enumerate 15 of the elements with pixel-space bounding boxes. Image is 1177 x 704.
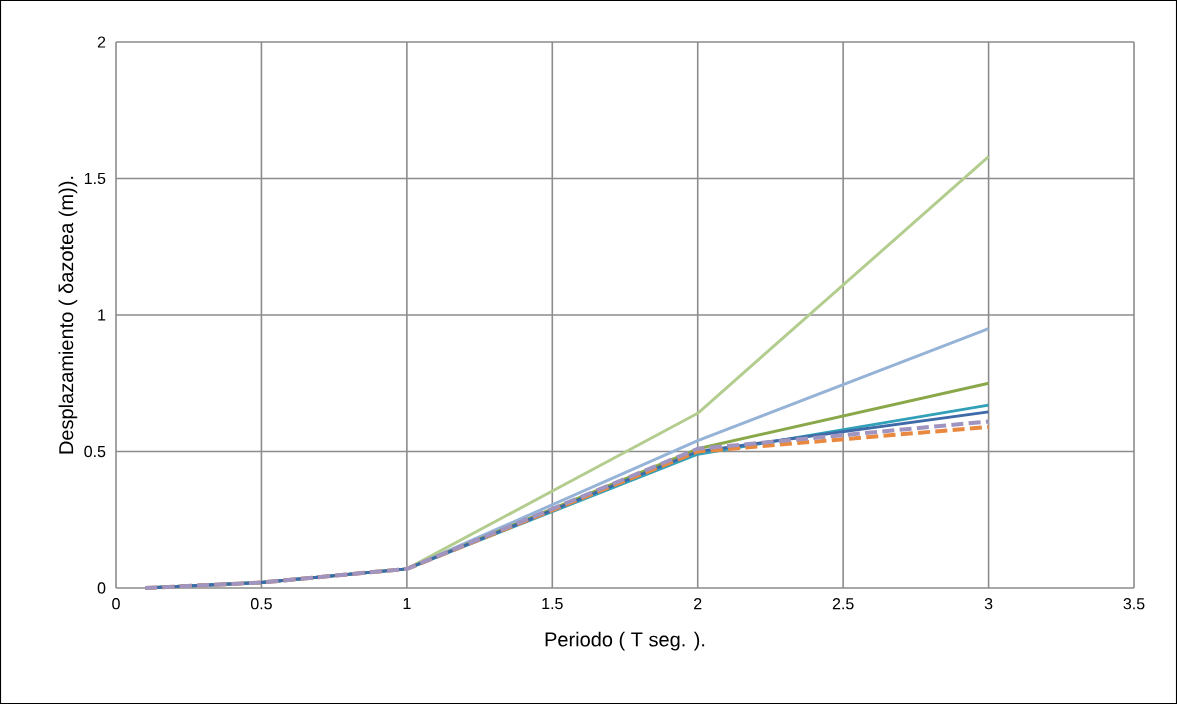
y-tick-label: 1 [98,309,106,321]
x-tick-label: 3.5 [1123,598,1145,610]
x-tick-label: 2.5 [832,598,854,610]
x-axis-title: Periodo ( T seg. ). [545,631,705,651]
y-axis-title: Desplazamiento ( δazotea (m)). [58,176,78,454]
x-tick-label: 0.5 [250,598,272,610]
x-tick-label: 0 [112,598,120,610]
x-tick-label: 2 [694,598,702,610]
y-tick-label: 0 [97,582,106,594]
x-tick-label: 1.5 [542,598,563,610]
x-tick-label: 3 [984,598,993,610]
y-tick-label: 0.5 [84,445,106,458]
y-tick-label: 2 [97,36,106,48]
y-tick-label: 1.5 [84,172,106,185]
x-tick-label: 1 [403,598,411,610]
